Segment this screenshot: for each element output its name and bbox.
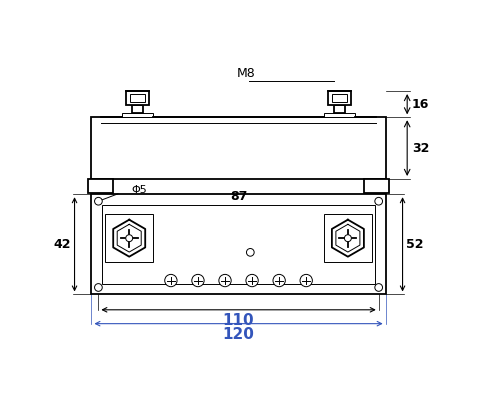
Bar — [126, 91, 149, 105]
Circle shape — [246, 248, 254, 256]
Text: PRE: PRE — [151, 223, 242, 265]
Circle shape — [273, 274, 285, 287]
Text: -: - — [234, 223, 251, 265]
Text: 110: 110 — [223, 313, 254, 328]
Text: GO: GO — [254, 223, 324, 265]
Bar — [334, 105, 345, 113]
Bar — [130, 94, 145, 102]
Text: 6-M3: 6-M3 — [197, 229, 227, 260]
Circle shape — [192, 274, 204, 287]
Circle shape — [246, 274, 258, 287]
Text: 52: 52 — [407, 238, 424, 251]
Bar — [364, 179, 389, 193]
Bar — [91, 117, 386, 179]
Text: 32: 32 — [412, 142, 429, 154]
Bar — [132, 105, 143, 113]
Bar — [332, 94, 347, 102]
Circle shape — [375, 284, 383, 291]
Text: 16: 16 — [412, 98, 429, 111]
Bar — [88, 179, 113, 193]
Circle shape — [95, 197, 102, 205]
Circle shape — [219, 274, 231, 287]
Bar — [105, 214, 153, 262]
Bar — [91, 194, 386, 294]
Circle shape — [165, 274, 177, 287]
Bar — [328, 91, 351, 105]
Text: 42: 42 — [53, 238, 71, 251]
Text: Φ5: Φ5 — [132, 186, 147, 196]
Text: 120: 120 — [223, 327, 254, 342]
Bar — [102, 205, 375, 284]
Bar — [122, 113, 153, 117]
Text: 87: 87 — [230, 190, 247, 203]
Circle shape — [126, 235, 133, 242]
Circle shape — [95, 284, 102, 291]
Circle shape — [375, 197, 383, 205]
Circle shape — [300, 274, 312, 287]
Text: M8: M8 — [237, 67, 256, 80]
Bar — [324, 214, 372, 262]
Circle shape — [345, 235, 351, 242]
Bar — [324, 113, 355, 117]
